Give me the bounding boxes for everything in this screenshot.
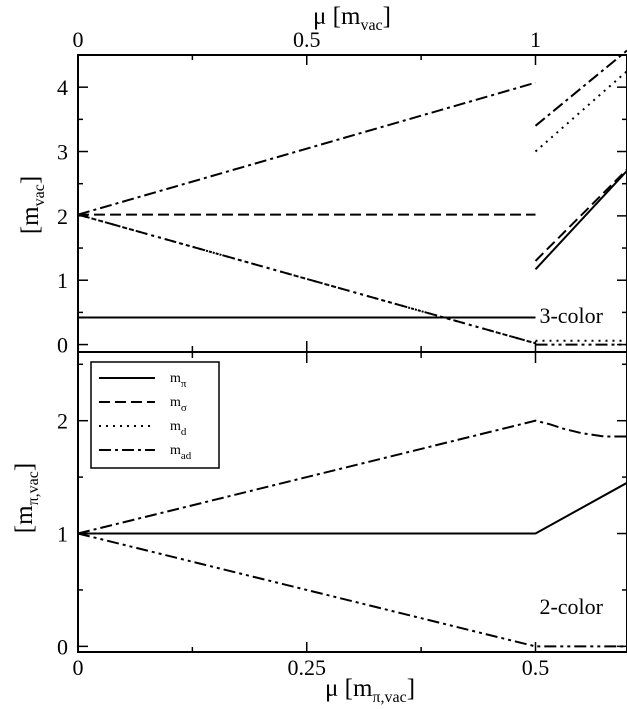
top-xticks: 0 0.5 1 [73, 27, 541, 351]
legend-label-m-ad: mad [170, 443, 192, 462]
top-series-m-pi [534, 170, 627, 270]
bottom-xtick-label: 0.5 [522, 655, 550, 680]
top-series-m-d-lower [77, 213, 536, 345]
legend-label-m-pi: mπ [170, 371, 187, 390]
bottom-series-m-pi [78, 481, 627, 535]
top-ytick-label: 0 [57, 333, 68, 358]
bottom-xticks: 0 0.25 0.5 [73, 353, 550, 680]
top-ytick-label: 2 [57, 204, 68, 229]
top-xtick-label: 1 [530, 27, 541, 52]
bottom-ytick-label: 0 [57, 634, 68, 659]
bottom-series [77, 419, 627, 648]
top-xtick-label: 0 [73, 27, 84, 52]
panel-2color-frame [77, 351, 627, 653]
annotation-3color: 3-color [539, 303, 603, 328]
top-series [77, 49, 627, 346]
bottom-ylabel: [mπ,vac] [11, 463, 42, 533]
top-ylabel: [mvac] [17, 176, 48, 234]
legend-label-m-sigma: mσ [170, 395, 187, 414]
bottom-series-m-d [77, 532, 627, 648]
top-series-m-ad [534, 49, 627, 127]
bottom-xtick-label: 0.25 [288, 655, 327, 680]
top-ytick-label: 3 [57, 140, 68, 165]
legend-items: mπ mσ md mad [99, 371, 192, 462]
top-yticks: 0 1 2 3 4 [57, 54, 627, 358]
top-series-m-sigma [534, 168, 627, 262]
top-series-m-d [534, 70, 627, 153]
top-series-m-ad [77, 81, 536, 216]
legend-label-m-d: md [170, 419, 187, 438]
panel-2color: 0 0.25 0.5 0 1 2 μ [mπ,vac] [mπ,vac] 2-color [11, 351, 627, 706]
bottom-ytick-label: 1 [57, 522, 68, 547]
top-xtick-label: 0.5 [293, 27, 321, 52]
legend: mπ mσ md mad [90, 361, 220, 469]
bottom-xtick-label: 0 [73, 655, 84, 680]
top-ytick-label: 1 [57, 268, 68, 293]
annotation-2color: 2-color [539, 594, 603, 619]
bottom-xlabel: μ [mπ,vac] [325, 675, 415, 706]
bottom-ytick-label: 2 [57, 409, 68, 434]
bottom-series-m-ad [77, 419, 627, 535]
top-ytick-label: 4 [57, 75, 68, 100]
top-xlabel: μ [mvac] [313, 3, 391, 34]
